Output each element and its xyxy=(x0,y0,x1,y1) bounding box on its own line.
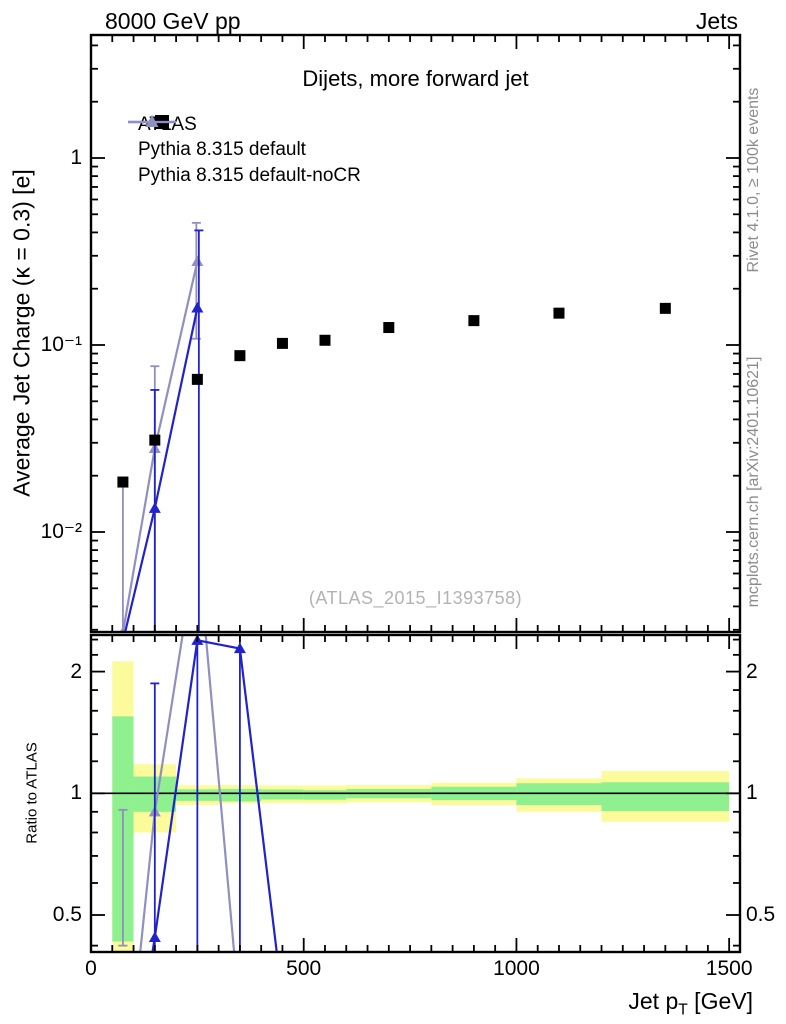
x-tick-label: 1000 xyxy=(493,957,540,980)
beam-energy-label: 8000 GeV pp xyxy=(105,8,241,34)
legend-item-pythia-default: Pythia 8.315 default xyxy=(126,115,361,164)
mcplots-arxiv-note: mcplots.cern.ch [arXiv:2401.10621] xyxy=(745,356,762,608)
x-axis-label: Jet pT [GeV] xyxy=(628,988,753,1019)
data-point-square xyxy=(383,322,395,334)
series-line xyxy=(121,261,199,632)
data-point-square xyxy=(149,434,161,446)
data-point-square xyxy=(319,334,331,346)
ratio-y-tick-label-right: 2 xyxy=(746,659,758,683)
data-point-square xyxy=(553,307,565,319)
data-point-triangle xyxy=(191,535,203,546)
data-point-triangle xyxy=(148,931,161,943)
x-tick-label: 0 xyxy=(85,957,97,980)
legend-label: Pythia 8.315 default-noCR xyxy=(138,164,361,186)
analysis-id-watermark: (ATLAS_2015_I1393758) xyxy=(308,588,523,608)
green-band xyxy=(303,790,347,800)
main-y-tick-label: 10⁻² xyxy=(40,520,82,543)
data-point-triangle xyxy=(117,635,129,646)
series-pythia-8-315-default xyxy=(148,635,278,952)
series-atlas xyxy=(117,302,671,488)
legend-item-pythia-nocr: Pythia 8.315 default-noCR xyxy=(126,115,361,189)
ratio-y-tick-label-left: 1 xyxy=(70,781,82,805)
series-pythia-8-315-default-nocr xyxy=(118,535,236,952)
legend: ATLAS Pythia 8.315 default Pythia 8.315 … xyxy=(126,112,361,189)
analysis-group-label: Jets xyxy=(695,8,738,34)
green-band xyxy=(261,789,304,800)
data-point-square xyxy=(234,350,246,362)
x-tick-label: 1500 xyxy=(705,957,753,980)
data-point-triangle xyxy=(191,301,204,313)
rivet-version-note: Rivet 4.1.0, ≥ 100k events xyxy=(745,87,762,273)
data-point-triangle xyxy=(148,502,161,513)
green-band xyxy=(516,783,602,806)
data-point-square xyxy=(659,302,671,314)
data-point-square xyxy=(276,337,288,349)
series-pythia-8-315-default xyxy=(117,229,204,646)
data-point-square xyxy=(468,315,480,327)
data-point-square xyxy=(191,373,203,385)
data-point-triangle xyxy=(191,255,204,266)
ratio-y-tick-label-right: 0.5 xyxy=(746,903,776,926)
axis-ticks xyxy=(90,35,740,952)
ratio-y-tick-label-right: 1 xyxy=(746,781,758,805)
data-point-square xyxy=(117,476,129,488)
ratio-y-tick-label-left: 2 xyxy=(70,659,82,683)
triangle-line-marker-icon xyxy=(128,115,176,127)
data-point-triangle xyxy=(233,642,246,654)
x-tick-label: 500 xyxy=(286,957,322,980)
main-y-tick-label: 1 xyxy=(70,146,82,169)
plot-title: Dijets, more forward jet xyxy=(302,66,529,91)
legend-label: Pythia 8.315 default xyxy=(138,139,306,161)
green-band xyxy=(601,782,730,812)
main-panel-frame xyxy=(89,33,742,634)
main-y-axis-label: Average Jet Charge (κ = 0.3) [e] xyxy=(8,169,35,497)
series-line xyxy=(139,635,236,952)
main-y-tick-label: 10⁻¹ xyxy=(40,333,82,356)
ratio-y-tick-label-left: 0.5 xyxy=(52,903,82,926)
ratio-uncertainty-bands xyxy=(91,661,740,952)
